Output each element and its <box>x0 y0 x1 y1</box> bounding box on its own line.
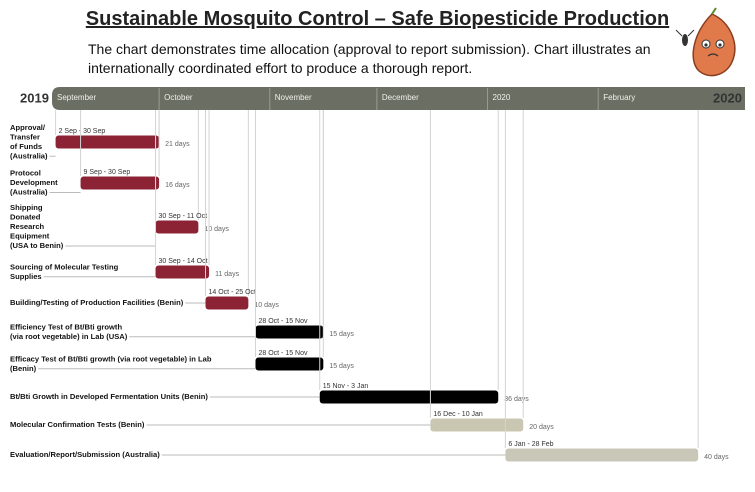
task-bar <box>430 418 524 432</box>
duration-label: 15 days <box>329 331 354 338</box>
date-label: 16 Dec - 10 Jan <box>433 411 483 418</box>
month-label: December <box>382 93 419 102</box>
task-label: Approval/ <box>10 123 46 132</box>
task-label: Research <box>10 222 45 231</box>
date-label: 30 Sep - 11 Oct <box>159 213 208 220</box>
duration-label: 16 days <box>165 182 190 189</box>
duration-label: 20 days <box>529 424 554 431</box>
month-label: 2020 <box>493 93 511 102</box>
task-label: Evaluation/Report/Submission (Australia) <box>10 450 160 459</box>
task-label: Equipment <box>10 232 50 241</box>
task-bar <box>255 325 324 339</box>
date-label: 6 Jan - 28 Feb <box>508 441 553 448</box>
task-bar <box>155 220 199 234</box>
task-bar <box>155 265 210 279</box>
task-label: of Funds <box>10 142 42 151</box>
duration-label: 21 days <box>165 141 190 148</box>
task-label: (Australia) <box>10 188 48 197</box>
month-label: September <box>57 93 96 102</box>
task-label: Efficiency Test of Bt/Bti growth <box>10 322 122 331</box>
month-label: November <box>275 93 312 102</box>
task-label: (via root vegetable) in Lab (USA) <box>10 332 128 341</box>
date-label: 15 Nov - 3 Jan <box>323 383 369 390</box>
task-bar <box>255 357 324 371</box>
task-label: Development <box>10 178 58 187</box>
task-label: Donated <box>10 213 41 222</box>
task-bar <box>505 448 699 462</box>
duration-label: 36 days <box>504 396 529 403</box>
task-label: (Australia) <box>10 151 48 160</box>
date-label: 28 Oct - 15 Nov <box>258 318 308 325</box>
task-label: Bt/Bti Growth in Developed Fermentation … <box>10 392 208 401</box>
date-label: 14 Oct - 25 Oct <box>209 289 257 296</box>
task-label: Building/Testing of Production Facilitie… <box>10 298 184 307</box>
title: Sustainable Mosquito Control – Safe Biop… <box>85 8 670 30</box>
task-label: Sourcing of Molecular Testing <box>10 262 119 271</box>
task-label: Supplies <box>10 272 42 281</box>
end-year: 2020 <box>713 90 742 105</box>
duration-label: 15 days <box>329 363 354 370</box>
date-label: 2 Sep - 30 Sep <box>59 128 106 135</box>
date-label: 9 Sep - 30 Sep <box>84 169 131 176</box>
task-bar <box>319 390 499 404</box>
task-bar <box>80 176 160 190</box>
date-label: 30 Sep - 14 Oct <box>159 258 208 265</box>
month-label: October <box>164 93 193 102</box>
month-label: February <box>603 93 635 102</box>
mascot-icon <box>675 7 736 77</box>
task-label: Shipping <box>10 203 43 212</box>
task-label: Transfer <box>10 132 40 141</box>
task-label: Efficacy Test of Bt/Bti growth (via root… <box>10 354 212 363</box>
date-label: 28 Oct - 15 Nov <box>258 350 308 357</box>
task-label: (Benin) <box>10 364 37 373</box>
task-bar <box>55 135 160 149</box>
start-year: 2019 <box>20 90 49 105</box>
duration-label: 40 days <box>704 454 729 461</box>
task-label: (USA to Benin) <box>10 241 64 250</box>
timeline-band <box>52 87 745 110</box>
task-bar <box>205 296 249 310</box>
task-label: Protocol <box>10 169 41 178</box>
task-label: Molecular Confirmation Tests (Benin) <box>10 420 145 429</box>
duration-label: 10 days <box>204 226 229 233</box>
description: The chart demonstrates time allocation (… <box>88 41 651 76</box>
duration-label: 11 days <box>215 271 239 278</box>
duration-label: 10 days <box>254 302 279 309</box>
